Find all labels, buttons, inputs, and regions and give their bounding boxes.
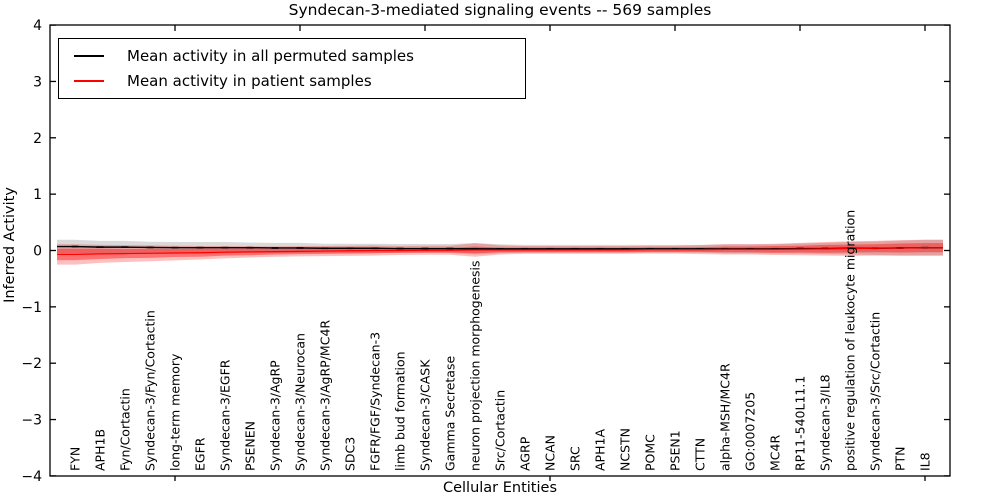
legend-line-black	[74, 54, 104, 57]
x-tick-label: Gamma Secretase	[443, 356, 458, 471]
x-tick-label: Syndecan-3/IL8	[818, 374, 833, 471]
legend-entry-permuted: Mean activity in all permuted samples	[59, 47, 525, 65]
x-tick-label: NCSTN	[618, 428, 633, 471]
legend: Mean activity in all permuted samples Me…	[58, 38, 526, 99]
x-tick-label: NCAN	[543, 435, 558, 471]
x-tick-label: FYN	[68, 447, 83, 471]
x-tick-label: APH1B	[93, 429, 108, 471]
x-tick-label: PSEN1	[668, 430, 683, 471]
band-patient-samples-spread-outer	[57, 239, 943, 265]
mean-line-patient	[57, 247, 943, 256]
legend-label: Mean activity in patient samples	[127, 72, 372, 91]
x-tick-label: SDC3	[343, 437, 358, 471]
band-patient-samples-spread-inner	[57, 243, 943, 261]
x-tick-label: Syndecan-3/Src/Cortactin	[868, 312, 883, 471]
y-tick-label: 0	[33, 244, 42, 260]
y-tick-label: 3	[33, 74, 42, 90]
x-tick-label: positive regulation of leukocyte migrati…	[843, 210, 858, 471]
x-tick-label: APH1A	[593, 429, 608, 471]
x-tick-label: EGFR	[193, 437, 208, 471]
y-tick-label: −3	[21, 413, 42, 429]
x-tick-label: MC4R	[768, 435, 783, 471]
x-tick-label: Fyn/Cortactin	[118, 388, 133, 471]
legend-line-red	[74, 80, 104, 83]
y-tick-label: −2	[21, 356, 42, 372]
x-tick-label: Syndecan-3/AgRP/MC4R	[318, 320, 333, 471]
y-tick-label: 2	[33, 131, 42, 147]
x-tick-label: SRC	[568, 446, 583, 471]
y-tick-label: 1	[33, 187, 42, 203]
x-tick-label: PTN	[893, 446, 908, 471]
x-tick-label: Syndecan-3/Fyn/Cortactin	[143, 310, 158, 471]
x-tick-label: long-term memory	[168, 353, 183, 471]
y-tick-label: −1	[21, 300, 42, 316]
x-tick-label: AGRP	[518, 436, 533, 471]
x-tick-label: Syndecan-3/EGFR	[218, 359, 233, 471]
x-tick-label: FGFR/FGF/Syndecan-3	[368, 332, 383, 471]
x-tick-label: IL8	[918, 452, 933, 471]
x-tick-label: Src/Cortactin	[493, 390, 508, 471]
x-tick-label: CTTN	[693, 438, 708, 471]
y-tick-label: −4	[21, 469, 42, 485]
x-tick-label: Syndecan-3/Neurocan	[293, 333, 308, 471]
x-tick-label: RP11-540L11.1	[793, 376, 808, 471]
chart-title: Syndecan-3-mediated signaling events -- …	[288, 1, 712, 19]
x-tick-label: limb bud formation	[393, 351, 408, 471]
y-axis-label: Inferred Activity	[2, 187, 18, 303]
x-tick-label: Syndecan-3/CASK	[418, 359, 433, 471]
legend-entry-patient: Mean activity in patient samples	[59, 72, 525, 90]
x-tick-label: Syndecan-3/AgRP	[268, 360, 283, 471]
x-tick-label: GO:0007205	[743, 392, 758, 471]
legend-label: Mean activity in all permuted samples	[127, 46, 414, 65]
x-axis-label: Cellular Entities	[442, 480, 558, 496]
x-tick-label: PSENEN	[243, 421, 258, 471]
x-tick-label: POMC	[643, 434, 658, 471]
x-tick-label: neuron projection morphogenesis	[468, 260, 483, 471]
y-tick-label: 4	[33, 18, 42, 34]
x-tick-label: alpha-MSH/MC4R	[718, 363, 733, 471]
